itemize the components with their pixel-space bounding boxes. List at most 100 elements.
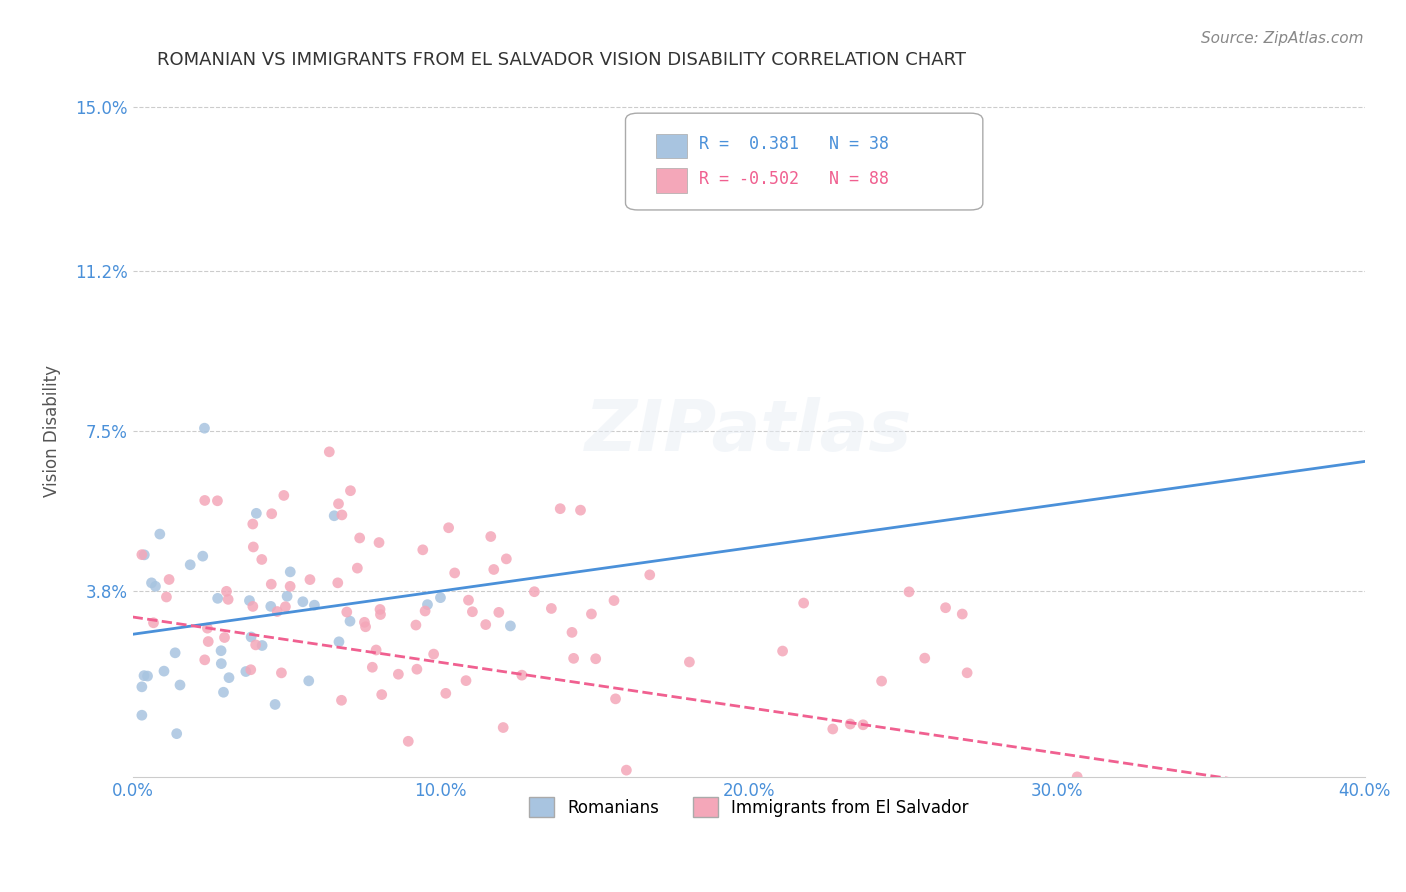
Point (495, 552, 517, 566)
Point (387, 667, 409, 681)
Point (437, 521, 460, 535)
Point (772, 644, 794, 658)
Point (616, 763, 638, 777)
Point (540, 601, 562, 615)
Point (193, 421, 215, 435)
Point (353, 615, 375, 630)
Point (141, 575, 163, 590)
Point (260, 507, 283, 521)
Point (821, 722, 844, 736)
Point (412, 542, 434, 557)
Point (238, 593, 260, 607)
Point (242, 516, 264, 531)
Point (242, 540, 264, 554)
Point (298, 673, 321, 688)
Point (499, 619, 522, 633)
Point (330, 693, 353, 707)
Text: R =  0.381   N = 38: R = 0.381 N = 38 (699, 136, 890, 153)
Text: ROMANIAN VS IMMIGRANTS FROM EL SALVADOR VISION DISABILITY CORRELATION CHART: ROMANIAN VS IMMIGRANTS FROM EL SALVADOR … (157, 51, 966, 69)
Point (396, 734, 419, 748)
Point (870, 674, 893, 689)
Point (638, 567, 661, 582)
Point (443, 566, 465, 580)
Point (157, 573, 180, 587)
Point (454, 673, 477, 688)
Point (956, 665, 979, 680)
Point (214, 631, 236, 645)
Point (242, 599, 264, 614)
Point (215, 584, 238, 599)
Point (950, 607, 973, 621)
Point (368, 535, 391, 549)
Point (149, 527, 172, 541)
Point (291, 595, 314, 609)
Text: Source: ZipAtlas.com: Source: ZipAtlas.com (1201, 31, 1364, 46)
Point (346, 561, 368, 575)
Point (562, 651, 585, 665)
Point (169, 678, 191, 692)
Point (326, 575, 349, 590)
Point (368, 602, 391, 616)
Point (131, 680, 153, 694)
Point (207, 493, 229, 508)
Point (134, 548, 156, 562)
Point (479, 529, 502, 543)
Point (131, 708, 153, 723)
Point (370, 688, 392, 702)
Point (839, 717, 862, 731)
Point (166, 726, 188, 740)
Point (142, 615, 165, 630)
Point (218, 671, 240, 685)
Point (235, 665, 257, 679)
Point (179, 558, 201, 572)
Point (260, 577, 283, 591)
Text: ZIPatlas: ZIPatlas (585, 397, 912, 466)
Point (318, 445, 340, 459)
Point (245, 506, 267, 520)
Point (278, 579, 301, 593)
Point (370, 607, 392, 622)
Point (209, 657, 232, 671)
Point (349, 531, 371, 545)
Point (405, 618, 427, 632)
Point (793, 596, 815, 610)
Point (852, 718, 875, 732)
Point (145, 579, 167, 593)
Point (245, 638, 267, 652)
Point (339, 483, 361, 498)
Point (898, 585, 921, 599)
Point (266, 605, 288, 619)
Point (209, 644, 232, 658)
Point (132, 668, 155, 682)
Point (561, 625, 583, 640)
Point (197, 621, 219, 635)
Point (323, 508, 346, 523)
Bar (657, 134, 688, 158)
Point (328, 497, 350, 511)
Point (212, 685, 235, 699)
Point (194, 653, 217, 667)
Point (239, 663, 262, 677)
Point (569, 503, 592, 517)
Point (270, 665, 292, 680)
Point (935, 600, 957, 615)
Point (914, 651, 936, 665)
Point (339, 614, 361, 628)
Point (217, 592, 239, 607)
Point (260, 599, 283, 614)
Point (603, 593, 626, 607)
Point (240, 630, 263, 644)
Point (250, 639, 273, 653)
Point (276, 589, 298, 603)
Point (488, 605, 510, 619)
Y-axis label: Vision Disability: Vision Disability (44, 365, 60, 497)
Point (197, 634, 219, 648)
Point (336, 605, 359, 619)
FancyBboxPatch shape (626, 113, 983, 210)
Point (585, 652, 607, 666)
Point (548, 501, 571, 516)
Point (492, 721, 515, 735)
Point (136, 669, 159, 683)
Point (250, 552, 273, 566)
Legend: Romanians, Immigrants from El Salvador: Romanians, Immigrants from El Salvador (523, 790, 976, 824)
